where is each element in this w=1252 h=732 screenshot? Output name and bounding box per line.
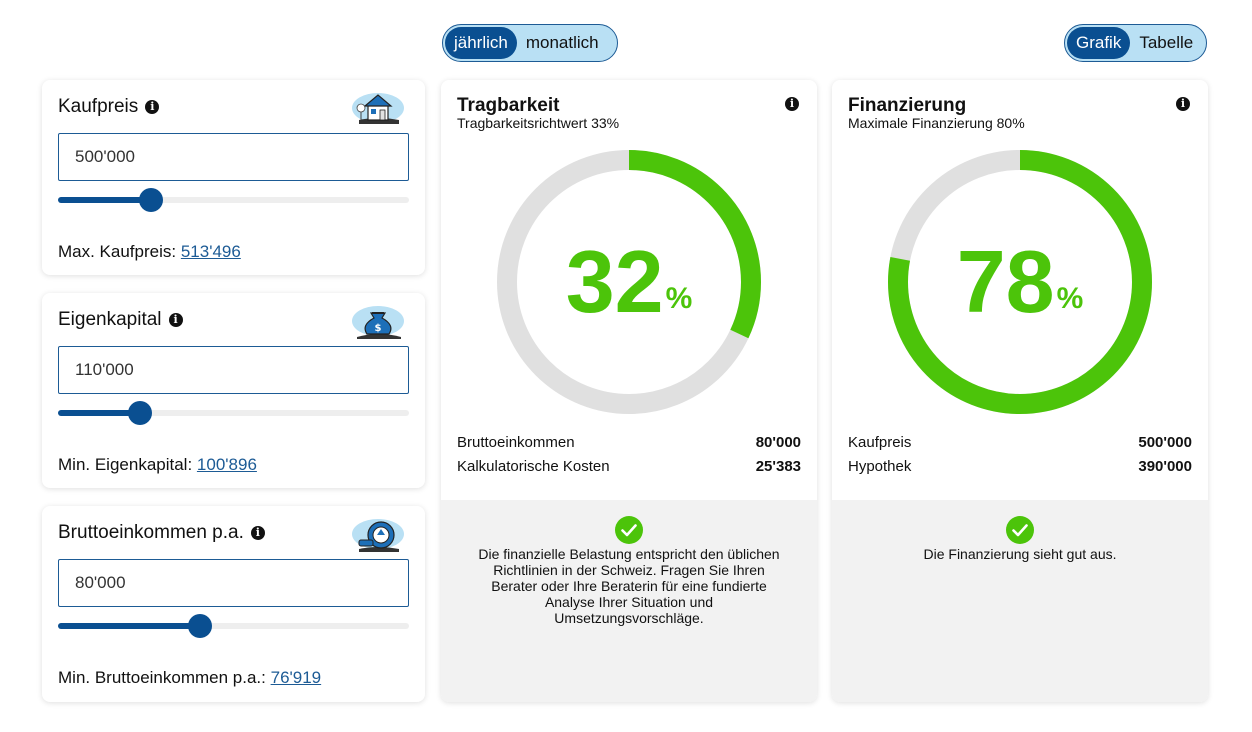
percent-number: 32	[565, 232, 664, 331]
house-icon	[352, 93, 404, 124]
percent-sign: %	[1056, 282, 1084, 315]
info-icon[interactable]: i	[145, 100, 160, 114]
slider-thumb[interactable]	[188, 614, 213, 638]
affordability-message-box: Die finanzielle Belastung entspricht den…	[441, 500, 817, 702]
toggle-option-yearly[interactable]: jährlich	[445, 27, 517, 59]
hint-label: Min. Eigenkapital:	[58, 455, 193, 474]
financing-row-price: Kaufpreis 500'000	[848, 434, 1192, 451]
view-toggle[interactable]: Grafik Tabelle	[1064, 24, 1207, 62]
affordability-panel: Tragbarkeit Tragbarkeitsrichtwert 33% i …	[441, 80, 817, 702]
percent-sign: %	[665, 282, 693, 315]
financing-panel: Finanzierung Maximale Finanzierung 80% i…	[832, 80, 1208, 702]
toggle-option-monthly[interactable]: monatlich	[525, 33, 599, 52]
affordability-percent: 32 %	[493, 146, 765, 418]
purchase-price-label: Kaufpreis	[58, 96, 139, 117]
row-value: 500'000	[1138, 434, 1192, 451]
row-label: Hypothek	[848, 458, 912, 475]
financing-message-box: Die Finanzierung sieht gut aus.	[832, 500, 1208, 702]
affordability-row-income: Bruttoeinkommen 80'000	[457, 434, 801, 451]
info-icon[interactable]: i	[250, 526, 265, 540]
info-icon[interactable]: i	[1176, 97, 1190, 111]
equity-label: Eigenkapital	[58, 309, 162, 330]
equity-label-row: Eigenkapital i	[58, 309, 183, 331]
percent-number: 78	[956, 232, 1055, 331]
row-value: 25'383	[755, 458, 801, 475]
min-equity-hint: Min. Eigenkapital: 100'896	[58, 455, 257, 475]
gross-income-input[interactable]	[58, 559, 409, 607]
min-equity-link[interactable]: 100'896	[196, 455, 257, 474]
hint-label: Max. Kaufpreis:	[58, 242, 177, 261]
gross-income-slider[interactable]	[58, 614, 409, 638]
affordability-gauge	[497, 150, 761, 414]
slider-fill	[58, 197, 151, 203]
info-icon[interactable]: i	[168, 313, 183, 327]
equity-card: Eigenkapital i $ Min. Eigenkapital: 100'…	[42, 293, 425, 488]
financing-percent: 78 %	[884, 146, 1156, 418]
row-value: 390'000	[1138, 458, 1192, 475]
row-label: Kalkulatorische Kosten	[457, 458, 610, 475]
row-label: Kaufpreis	[848, 434, 912, 451]
max-purchase-price-hint: Max. Kaufpreis: 513'496	[58, 242, 241, 262]
slider-fill	[58, 410, 141, 416]
check-circle-icon	[615, 516, 643, 544]
affordability-message: Die finanzielle Belastung entspricht den…	[478, 546, 780, 626]
wallet-icon	[352, 519, 404, 552]
equity-slider[interactable]	[58, 401, 409, 425]
info-icon[interactable]: i	[785, 97, 799, 111]
gauge-value-arc	[497, 150, 761, 414]
slider-thumb[interactable]	[139, 188, 163, 212]
hint-label: Min. Bruttoeinkommen p.a.:	[58, 668, 266, 687]
gross-income-card: Bruttoeinkommen p.a. i Min. Bruttoeinkom…	[42, 506, 425, 702]
financing-message: Die Finanzierung sieht gut aus.	[923, 546, 1117, 562]
purchase-price-card: Kaufpreis i Max. Kaufpreis: 513'496	[42, 80, 425, 275]
affordability-title: Tragbarkeit	[457, 95, 560, 116]
min-gross-income-hint: Min. Bruttoeinkommen p.a.: 76'919	[58, 668, 321, 688]
toggle-option-table[interactable]: Tabelle	[1139, 33, 1194, 52]
financing-gauge	[888, 150, 1152, 414]
purchase-price-input[interactable]	[58, 133, 409, 181]
max-purchase-price-link[interactable]: 513'496	[180, 242, 241, 261]
gross-income-label-row: Bruttoeinkommen p.a. i	[58, 522, 265, 544]
affordability-subtitle: Tragbarkeitsrichtwert 33%	[457, 115, 620, 131]
financing-subtitle: Maximale Finanzierung 80%	[848, 115, 1025, 131]
purchase-price-slider[interactable]	[58, 188, 409, 212]
financing-row-mortgage: Hypothek 390'000	[848, 458, 1192, 475]
svg-text:$: $	[375, 323, 382, 334]
gauge-value-arc	[888, 150, 1152, 414]
gross-income-label: Bruttoeinkommen p.a.	[58, 522, 244, 543]
slider-fill	[58, 623, 201, 629]
financing-title: Finanzierung	[848, 95, 967, 116]
row-value: 80'000	[755, 434, 801, 451]
slider-thumb[interactable]	[128, 401, 153, 425]
check-circle-icon	[1006, 516, 1034, 544]
min-gross-income-link[interactable]: 76'919	[270, 668, 322, 687]
affordability-row-costs: Kalkulatorische Kosten 25'383	[457, 458, 801, 475]
toggle-option-chart[interactable]: Grafik	[1067, 27, 1131, 59]
row-label: Bruttoeinkommen	[457, 434, 575, 451]
equity-input[interactable]	[58, 346, 409, 394]
money-bag-icon: $	[352, 306, 404, 339]
purchase-price-label-row: Kaufpreis i	[58, 96, 160, 118]
period-toggle[interactable]: jährlich monatlich	[442, 24, 618, 62]
